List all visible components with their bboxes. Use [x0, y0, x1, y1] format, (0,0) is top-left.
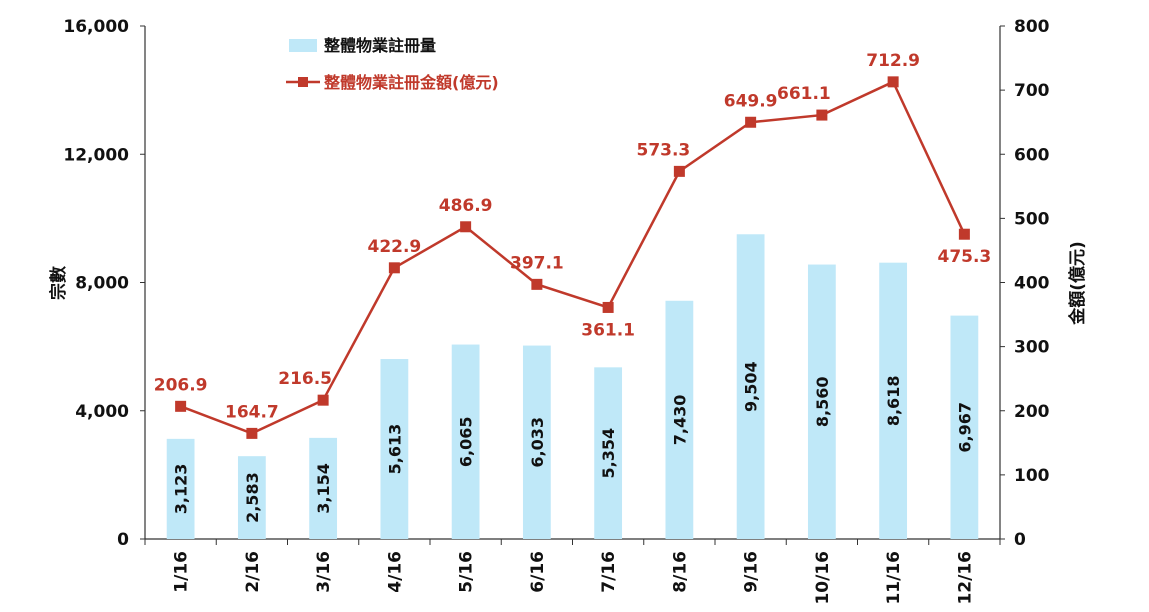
- bar-value-label: 6,967: [955, 402, 974, 453]
- line-series: 206.9 164.7 216.5 422.9 486.9 397.1 361.1 573.3…: [154, 51, 991, 439]
- line-point: [388, 262, 400, 274]
- y2-tick-label: 600: [1014, 145, 1050, 165]
- line-value-label: 422.9: [367, 237, 421, 257]
- y2-tick-label: 0: [1014, 530, 1026, 550]
- x-tick-label: 7/16: [599, 551, 619, 593]
- x-tick-label: 5/16: [457, 551, 477, 593]
- legend: 整體物業註冊量 整體物業註冊金額(億元): [286, 36, 499, 92]
- bar-value-label: 8,618: [884, 376, 903, 427]
- line-value-label: 573.3: [636, 140, 690, 160]
- series-line: [180, 80, 966, 435]
- line-value-label: 361.1: [581, 320, 635, 340]
- legend-bar-swatch: [289, 39, 317, 52]
- y2-tick-label: 800: [1014, 17, 1050, 37]
- x-tick-label: 6/16: [528, 551, 548, 593]
- x-tick-label: 1/16: [172, 551, 192, 593]
- bar: [309, 437, 338, 539]
- line-value-label: 712.9: [866, 51, 920, 71]
- y-tick-label: 4,000: [75, 402, 129, 422]
- legend-bar-label: 整體物業註冊量: [323, 36, 436, 55]
- x-tick-label: 9/16: [742, 551, 762, 593]
- x-tick-label: 11/16: [884, 551, 904, 605]
- axes: 0 4,000 8,000 12,000 16,000 0 100 200 300 400 500 6…: [63, 17, 1049, 605]
- line-value-label: 649.9: [724, 91, 778, 111]
- line-value-label: 397.1: [510, 253, 564, 273]
- bar-value-label: 7,430: [670, 395, 689, 446]
- line-value-label: 164.7: [225, 402, 279, 422]
- line-point: [460, 221, 472, 233]
- line-point: [958, 228, 970, 240]
- y-tick-label: 0: [117, 530, 129, 550]
- line-point: [887, 76, 899, 88]
- bar-value-label: 5,354: [599, 428, 618, 479]
- x-tick-label: 4/16: [385, 551, 405, 593]
- y2-tick-label: 500: [1014, 209, 1050, 229]
- y2-tick-label: 200: [1014, 402, 1050, 422]
- line-value-label: 661.1: [777, 84, 831, 104]
- y-tick-label: 16,000: [63, 17, 129, 37]
- bar-series: 3,123 2,583 3,154 5,613 6,065 6,033 5,354 7,430…: [166, 234, 979, 539]
- x-tick-label: 3/16: [314, 551, 334, 593]
- x-tick-label: 10/16: [813, 551, 833, 605]
- y2-tick-label: 300: [1014, 338, 1050, 358]
- y-tick-label: 8,000: [75, 274, 129, 294]
- bar: [237, 456, 266, 539]
- bar: [522, 345, 551, 539]
- y2-tick-label: 400: [1014, 274, 1050, 294]
- line-value-label: 486.9: [439, 196, 493, 216]
- x-tick-label: 2/16: [243, 551, 263, 593]
- y-axis-title: 宗數: [48, 266, 69, 300]
- bar: [166, 438, 195, 539]
- bar: [950, 315, 979, 539]
- bar-value-label: 9,504: [742, 361, 761, 412]
- x-tick-label: 12/16: [955, 551, 975, 605]
- bar: [736, 234, 765, 539]
- line-point: [175, 400, 187, 412]
- bar: [807, 264, 836, 539]
- y-tick-label: 12,000: [63, 145, 129, 165]
- y2-tick-label: 700: [1014, 81, 1050, 101]
- line-point: [246, 427, 258, 439]
- y2-axis-title: 金額(億元): [1067, 241, 1088, 326]
- line-value-label: 216.5: [278, 369, 332, 389]
- bar-value-label: 3,154: [314, 463, 333, 514]
- line-value-label: 206.9: [154, 375, 208, 395]
- bar: [451, 344, 480, 539]
- line-point: [673, 165, 685, 177]
- line-point: [531, 278, 543, 290]
- bar-value-label: 5,613: [385, 424, 404, 475]
- line-point: [602, 301, 614, 313]
- y2-tick-label: 100: [1014, 466, 1050, 486]
- bar-value-label: 3,123: [172, 464, 191, 515]
- legend-line-marker: [298, 77, 308, 87]
- line-point: [745, 116, 757, 128]
- bar-value-label: 8,560: [813, 376, 832, 427]
- legend-line-label: 整體物業註冊金額(億元): [323, 73, 499, 92]
- line-point: [816, 109, 828, 121]
- bar: [594, 367, 623, 539]
- x-tick-label: 8/16: [670, 551, 690, 593]
- bar-value-label: 2,583: [243, 472, 262, 523]
- line-value-label: 475.3: [937, 247, 991, 267]
- bar: [665, 300, 694, 539]
- bar: [380, 359, 409, 539]
- bar-value-label: 6,033: [528, 417, 547, 468]
- bar: [879, 262, 908, 539]
- line-point: [317, 394, 329, 406]
- bar-value-label: 6,065: [457, 416, 476, 467]
